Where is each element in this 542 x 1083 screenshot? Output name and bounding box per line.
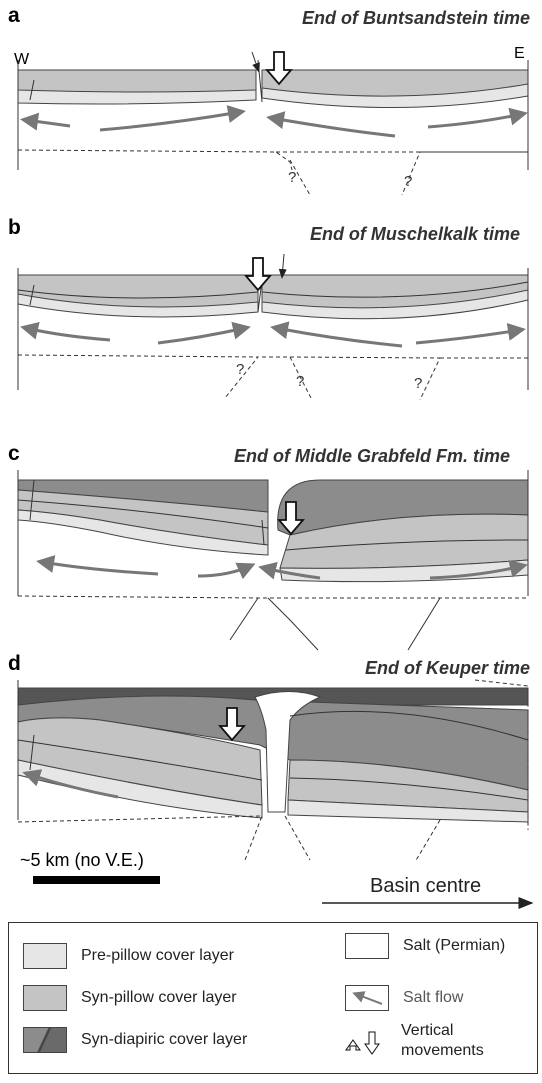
movement-icon [345,1031,380,1055]
west-label: W [14,51,30,68]
legend-item: Syn-diapiric cover layer [23,1027,247,1053]
legend-item: Syn-pillow cover layer [23,985,237,1011]
question-mark: ? [296,373,304,390]
legend-item: Pre-pillow cover layer [23,943,234,969]
east-label: E [514,45,525,62]
panel-title: End of Keuper time [365,658,530,678]
question-mark: ? [404,173,412,190]
legend: Pre-pillow cover layer Syn-pillow cover … [8,922,538,1074]
diagram: a End of Buntsandstein time W E ? ? b En… [8,4,534,909]
panel-c: c End of Middle Grabfeld Fm. time [8,442,529,651]
flow-icon [352,991,383,1005]
panel-title: End of Middle Grabfeld Fm. time [234,446,510,466]
legend-label: Salt (Permian) [403,937,506,954]
panel-letter: d [8,652,21,675]
panel-b: b End of Muschelkalk time ? ? ? [8,216,529,401]
panel-a: a End of Buntsandstein time W E ? ? [8,4,530,196]
question-mark: ? [288,169,296,186]
scale-bar [33,876,160,884]
legend-item: Salt (Permian) [345,933,513,959]
direction-label: Basin centre [370,875,481,897]
legend-item: Vertical movements [345,1021,501,1061]
question-mark: ? [414,375,422,392]
panel-d: d End of Keuper time [8,652,530,863]
panel-title: End of Muschelkalk time [310,224,520,244]
legend-label: Salt flow [403,989,464,1006]
panel-letter: b [8,216,21,239]
legend-label: Vertical movements [401,1022,484,1059]
legend-item: Salt flow [345,985,463,1011]
question-mark: ? [236,361,244,378]
panel-letter: a [8,4,20,27]
legend-label: Pre-pillow cover layer [81,947,234,964]
panel-title: End of Buntsandstein time [302,8,530,28]
legend-label: Syn-pillow cover layer [81,989,237,1006]
scale-label: ~5 km (no V.E.) [20,850,144,870]
legend-label: Syn-diapiric cover layer [81,1031,248,1048]
panel-letter: c [8,442,20,465]
